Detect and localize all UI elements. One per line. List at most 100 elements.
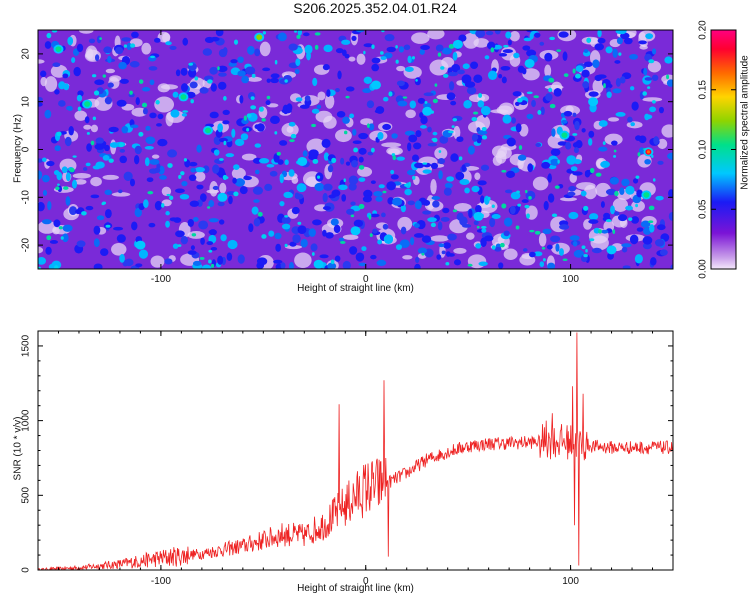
texture-blob (502, 49, 514, 54)
texture-blob (473, 74, 483, 83)
texture-cyan-blob (180, 171, 185, 176)
texture-blob (594, 74, 602, 82)
texture-cyan-blob (289, 139, 295, 143)
texture-blob (651, 74, 659, 82)
texture-blob (370, 213, 380, 218)
texture-cyan-blob (443, 73, 449, 78)
texture-blob (420, 115, 428, 125)
texture-blob (480, 237, 487, 248)
texture-blob (212, 185, 219, 191)
hotspot (422, 106, 433, 116)
texture-blob (420, 44, 430, 51)
texture-blob (427, 142, 437, 147)
texture-blob (391, 133, 398, 139)
texture-blob (281, 223, 291, 230)
texture-blob (310, 243, 318, 252)
texture-blob (134, 207, 142, 218)
texture-cyan-blob (438, 150, 442, 153)
texture-blob (131, 31, 139, 39)
texture-cyan-blob (382, 190, 387, 194)
figure-title: S206.2025.352.04.01.R24 (293, 0, 457, 16)
texture-cyan-blob (503, 44, 509, 48)
texture-cyan-blob (642, 91, 648, 96)
texture-blob (231, 128, 236, 138)
texture-blob (169, 217, 178, 222)
texture-light-patch (38, 220, 57, 234)
texture-cyan-blob (518, 145, 523, 150)
texture-blob (121, 37, 132, 42)
texture-cyan-blob (58, 226, 63, 230)
texture-blob (653, 136, 660, 145)
texture-blob (505, 31, 512, 39)
texture-cyan-blob (276, 151, 281, 156)
texture-blob (213, 136, 221, 145)
texture-cyan-blob (402, 96, 408, 99)
texture-blob (598, 146, 608, 152)
texture-blob (581, 128, 586, 133)
texture-light-patch (284, 244, 303, 250)
texture-blob (304, 44, 313, 55)
texture-light-patch (453, 247, 467, 254)
texture-blob (154, 167, 161, 173)
texture-cyan-blob (294, 30, 297, 33)
texture-cyan-blob (542, 258, 546, 262)
texture-blob (664, 56, 673, 64)
texture-cyan-blob (589, 238, 595, 242)
x-tick-label: 0 (363, 576, 369, 587)
texture-blob (412, 154, 419, 162)
texture-cyan-blob (233, 39, 239, 45)
texture-cyan-blob (404, 183, 409, 187)
texture-blob (548, 164, 557, 170)
texture-blob (614, 60, 621, 64)
texture-blob (610, 205, 615, 215)
texture-cyan-blob (411, 56, 416, 60)
texture-cyan-blob (208, 249, 213, 253)
texture-light-patch (427, 30, 445, 40)
texture-light-patch (85, 45, 98, 61)
texture-blob (342, 116, 350, 124)
texture-blob (67, 36, 74, 46)
texture-blob (41, 219, 52, 225)
texture-cyan-blob (452, 118, 458, 122)
texture-blob (108, 126, 119, 133)
texture-cyan-blob (551, 213, 558, 218)
texture-cyan-blob (647, 86, 651, 89)
texture-cyan-blob (549, 36, 555, 41)
texture-blob (550, 148, 561, 157)
texture-blob (157, 113, 164, 120)
texture-blob (351, 159, 358, 168)
texture-blob (627, 116, 633, 123)
texture-cyan-blob (77, 106, 82, 112)
texture-blob (233, 164, 240, 171)
texture-blob (629, 53, 638, 60)
texture-cyan-blob (603, 83, 606, 89)
texture-blob (643, 67, 648, 76)
texture-blob (349, 246, 358, 255)
texture-blob (218, 219, 225, 225)
texture-blob (352, 128, 357, 136)
texture-blob (145, 125, 151, 131)
texture-blob (650, 257, 657, 266)
texture-blob (441, 250, 446, 255)
texture-cyan-blob (297, 221, 302, 225)
texture-blob (621, 246, 628, 253)
texture-blob (398, 46, 405, 53)
texture-blob (547, 174, 552, 182)
texture-blob (377, 239, 383, 245)
texture-cyan-blob (652, 100, 656, 104)
texture-cyan-blob (60, 236, 64, 240)
texture-cyan-blob (412, 175, 416, 180)
texture-cyan-blob (481, 126, 487, 132)
texture-blob (348, 175, 359, 185)
texture-blob (218, 72, 227, 77)
texture-blob (180, 67, 188, 76)
texture-light-patch (102, 174, 119, 180)
texture-blob (565, 141, 572, 150)
texture-blob (501, 76, 507, 84)
texture-cyan-blob (311, 123, 316, 128)
texture-blob (294, 192, 300, 197)
texture-blob (668, 212, 673, 221)
texture-light-patch (492, 145, 507, 158)
texture-light-patch (434, 147, 448, 160)
texture-blob (450, 153, 459, 162)
